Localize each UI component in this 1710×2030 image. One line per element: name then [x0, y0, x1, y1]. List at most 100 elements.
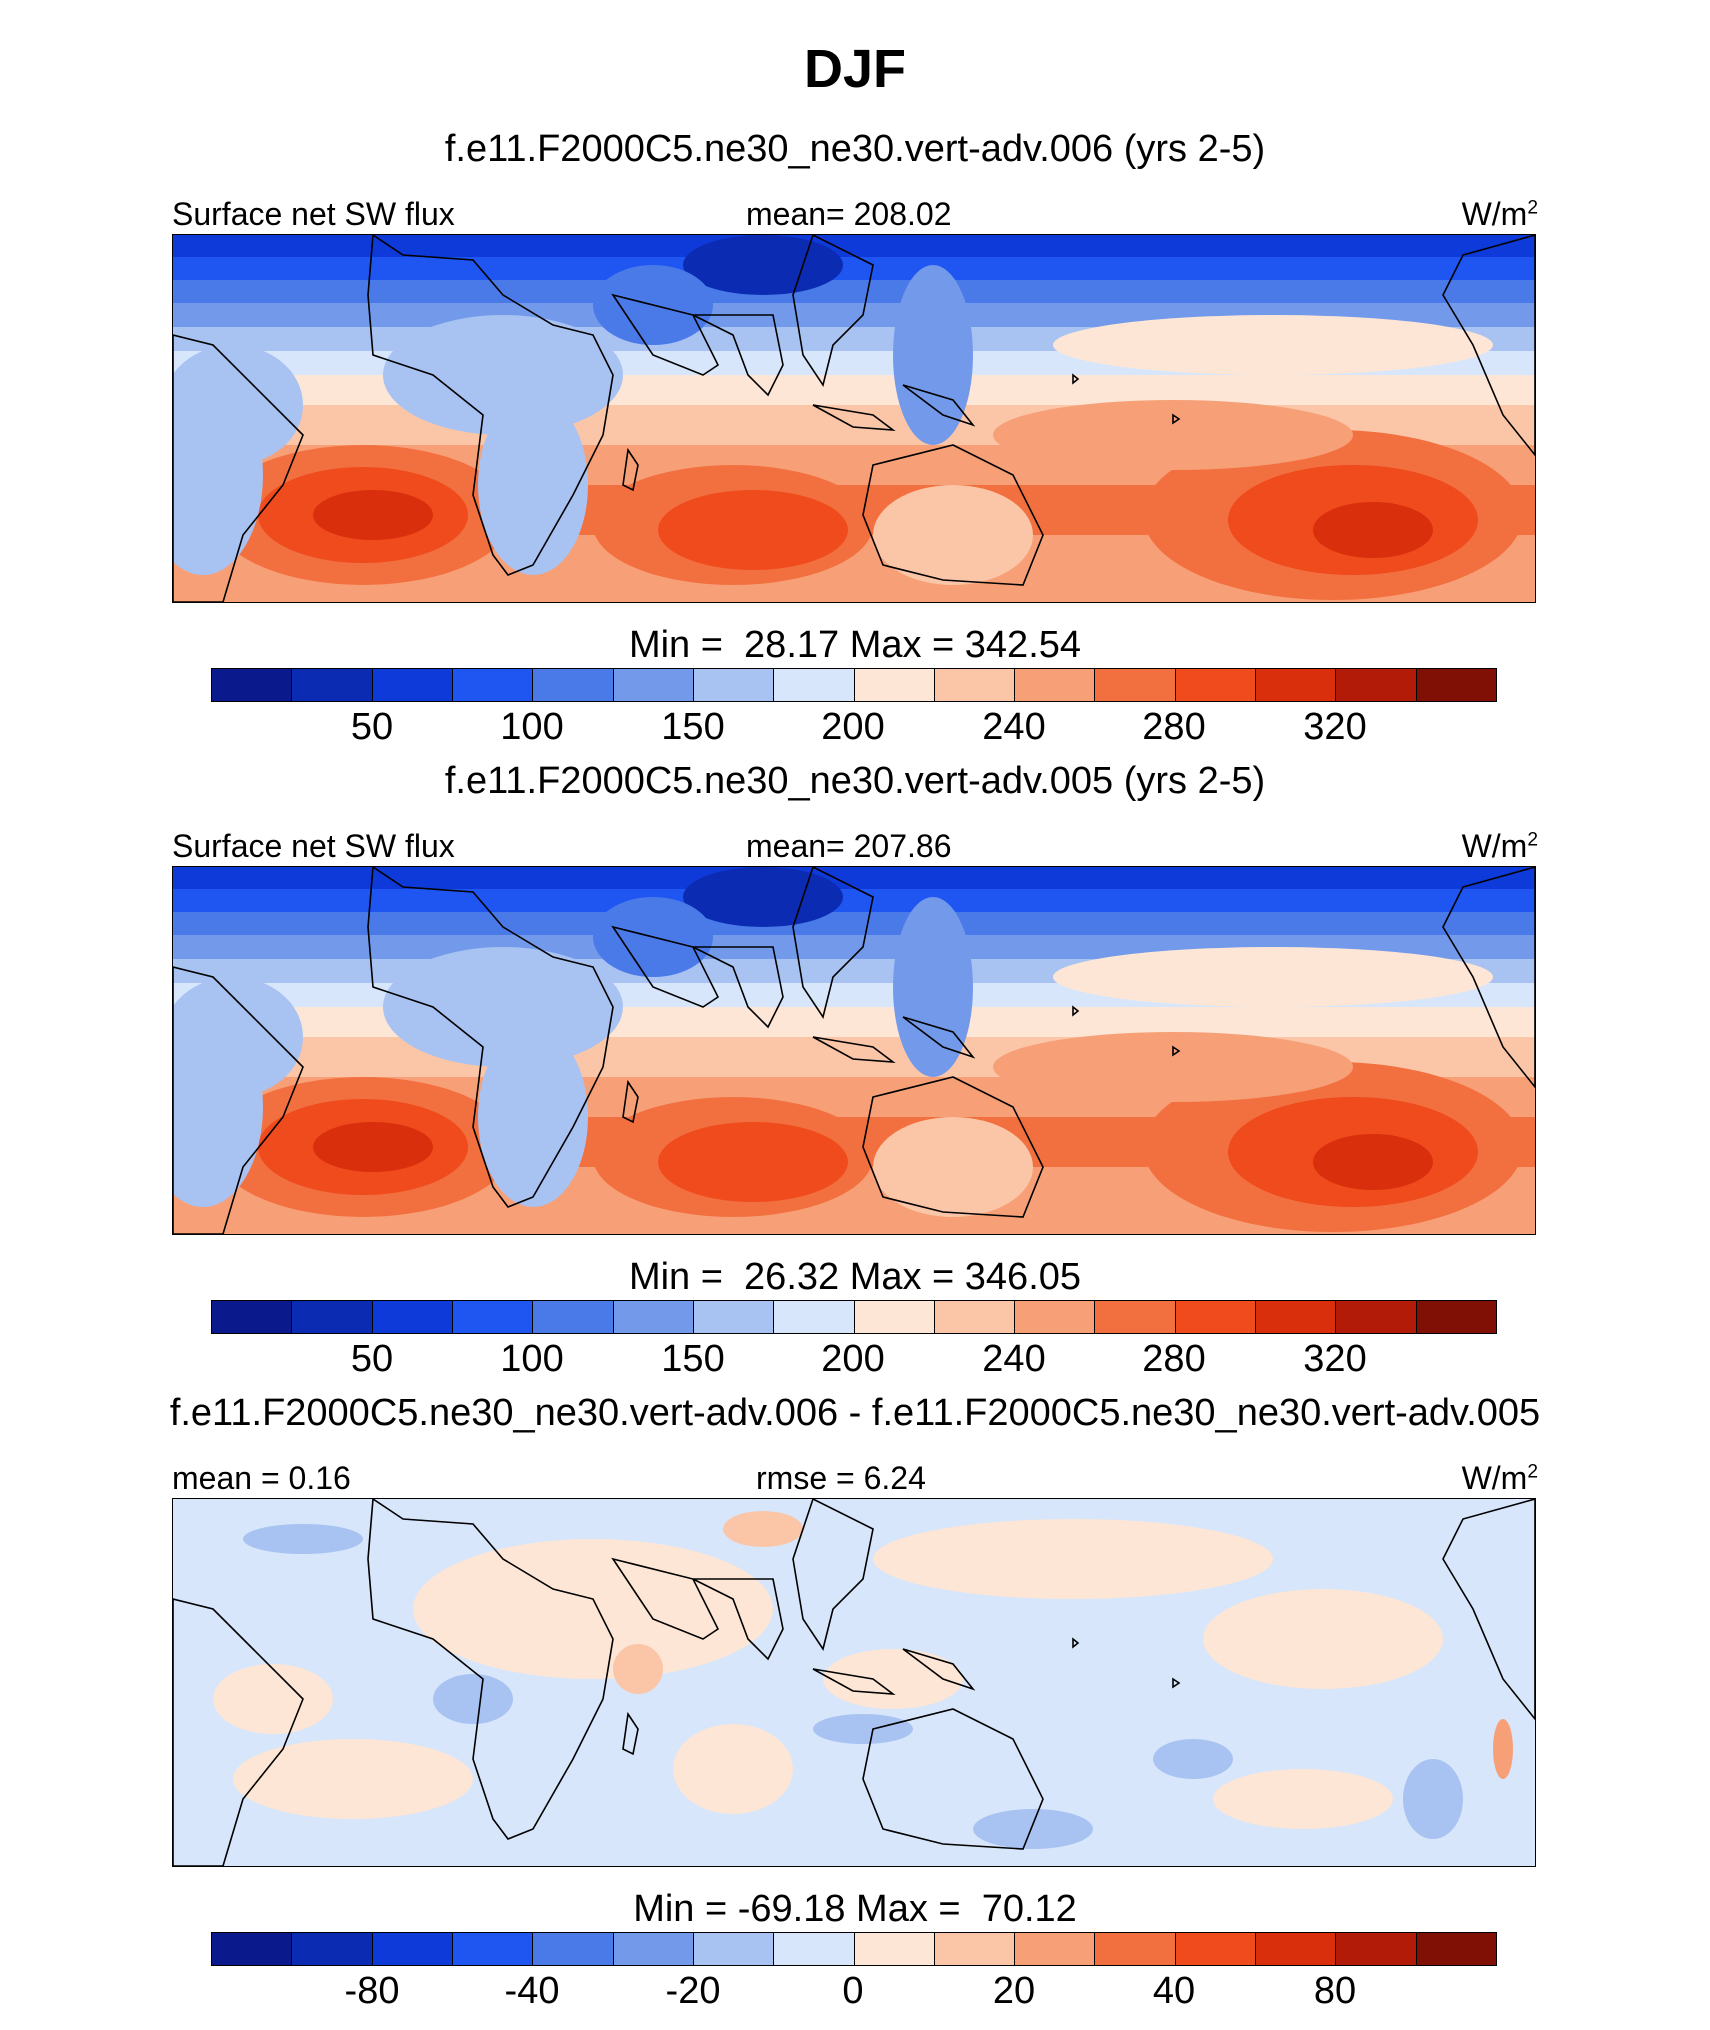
contour-band [173, 375, 1535, 406]
contour-band [173, 235, 1535, 258]
colorbar-swatch [1256, 1933, 1337, 1965]
panel-1-minmax: Min = 28.17 Max = 342.54 [628, 624, 1082, 666]
colorbar-swatch [934, 1933, 1016, 1965]
panel-1-mean-label: mean= 208.02 [746, 196, 952, 232]
coastline [792, 1499, 874, 1651]
contour-region [873, 485, 1033, 585]
contour-region [658, 490, 848, 570]
contour-region [1313, 502, 1433, 558]
colorbar-swatch [1416, 669, 1496, 701]
colorbar-swatch [1336, 1933, 1417, 1965]
panel-2-tick-label: 50 [350, 1338, 394, 1380]
panel-3-tick-label: -80 [344, 1970, 400, 2012]
contour-region [1313, 1134, 1433, 1190]
colorbar-swatch [1336, 669, 1417, 701]
panel-2-tick-label: 240 [982, 1338, 1046, 1380]
colorbar-swatch [212, 1301, 293, 1333]
coastline [611, 293, 720, 376]
coastline [692, 1578, 784, 1661]
colorbar-swatch [1256, 1301, 1337, 1333]
panel-3-map [172, 1498, 1536, 1867]
warm-anomaly-region [1213, 1769, 1393, 1829]
cool-anomaly-region [243, 1524, 363, 1554]
colorbar-swatch [774, 669, 855, 701]
colorbar-swatch [613, 669, 694, 701]
colorbar-swatch [372, 1301, 453, 1333]
coastline [692, 946, 784, 1029]
warm-anomaly-region [723, 1511, 803, 1547]
coastline [902, 384, 976, 427]
panel-3-tick-label: 40 [1152, 1970, 1196, 2012]
panel-2-tick-label: 200 [821, 1338, 885, 1380]
coastline [1072, 1005, 1080, 1017]
warm-anomaly-region [673, 1724, 793, 1814]
panel-1-map [172, 234, 1536, 603]
panel-1-tick-label: 50 [350, 706, 394, 748]
coastline [1442, 235, 1535, 457]
coastline [1072, 373, 1080, 385]
coastline [611, 925, 720, 1008]
panel-2-mean-label: mean= 207.86 [746, 828, 952, 864]
colorbar-swatch [774, 1301, 855, 1333]
panel-3-field-contours [173, 1499, 1535, 1866]
coastline [1442, 1499, 1535, 1721]
contour-region [478, 1027, 588, 1207]
panel-3-mean-label: mean = 0.16 [172, 1460, 351, 1496]
coastline [173, 966, 304, 1234]
colorbar-swatch [693, 669, 775, 701]
coastline [611, 1557, 720, 1640]
warm-anomaly-region [613, 1644, 663, 1694]
panel-2-variable-label: Surface net SW flux [172, 828, 455, 864]
panel-3-map-svg [173, 1499, 1535, 1866]
panel-2-map [172, 866, 1536, 1235]
panel-2-minmax: Min = 26.32 Max = 346.05 [628, 1256, 1082, 1298]
coastline [812, 1668, 896, 1696]
coastline [862, 1708, 1044, 1850]
contour-region [173, 375, 263, 575]
coastline [812, 404, 896, 432]
colorbar-swatch [854, 1301, 935, 1333]
colorbar-swatch [934, 1301, 1016, 1333]
colorbar-swatch [854, 669, 935, 701]
panel-2-coastlines [173, 867, 1535, 1234]
panel-3-title: f.e11.F2000C5.ne30_ne30.vert-adv.006 - f… [169, 1392, 1541, 1434]
coastline [1442, 867, 1535, 1089]
panel-1-tick-label: 280 [1142, 706, 1206, 748]
panel-1-variable-label: Surface net SW flux [172, 196, 455, 232]
cool-anomaly-region [1403, 1759, 1463, 1839]
contour-region [383, 947, 623, 1067]
coastline [173, 1598, 304, 1866]
panel-2-tick-label: 280 [1142, 1338, 1206, 1380]
coastline [812, 1036, 896, 1064]
colorbar-swatch [1416, 1301, 1496, 1333]
panel-1-colorbar [211, 668, 1497, 702]
colorbar-swatch [1256, 669, 1337, 701]
panel-2-tick-label: 100 [500, 1338, 564, 1380]
colorbar-swatch [292, 669, 373, 701]
contour-band [173, 280, 1535, 304]
colorbar-swatch [1095, 1933, 1176, 1965]
colorbar-swatch [1416, 1933, 1496, 1965]
panel-3-rmse-label: rmse = 6.24 [756, 1460, 926, 1496]
contour-region [658, 1122, 848, 1202]
panel-1-tick-label: 150 [661, 706, 725, 748]
panel-3-minmax: Min = -69.18 Max = 70.12 [633, 1888, 1077, 1930]
contour-region [873, 1117, 1033, 1217]
colorbar-swatch [212, 1933, 293, 1965]
contour-band [173, 889, 1535, 913]
coastline [862, 444, 1044, 586]
warm-anomaly-region [213, 1664, 333, 1734]
colorbar-swatch [292, 1933, 373, 1965]
colorbar-swatch [1175, 1933, 1257, 1965]
warm-anomaly-region [233, 1739, 473, 1819]
colorbar-swatch [533, 669, 614, 701]
coastline [622, 1711, 639, 1756]
warm-anomaly-region [873, 1519, 1273, 1599]
contour-region [683, 867, 843, 927]
contour-region [893, 897, 973, 1077]
panel-3-tick-label: -40 [504, 1970, 560, 2012]
panel-2-field-contours [173, 867, 1535, 1234]
panel-1-map-svg [173, 235, 1535, 602]
colorbar-swatch [533, 1301, 614, 1333]
coastline [1172, 1677, 1181, 1689]
